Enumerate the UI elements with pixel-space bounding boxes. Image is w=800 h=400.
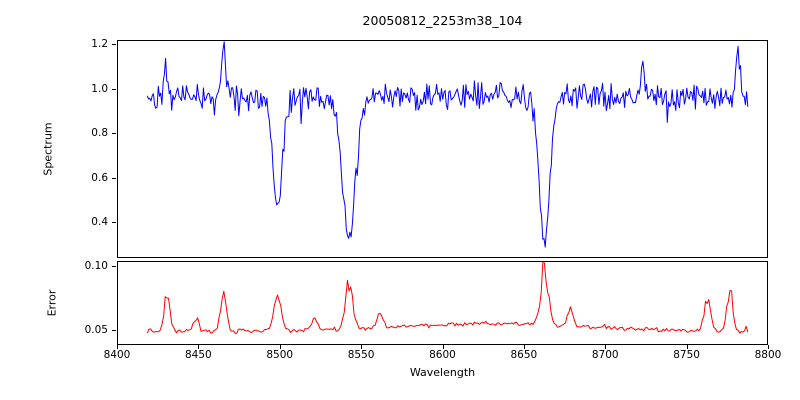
y-tick-label: 1.2 — [91, 38, 108, 51]
x-tick-label: 8400 — [103, 349, 131, 361]
x-tick-label: 8550 — [347, 349, 375, 361]
y-tick-mark — [112, 222, 116, 224]
error-line — [146, 262, 749, 334]
x-tick-mark — [686, 345, 688, 349]
x-tick-label: 8650 — [510, 349, 538, 361]
spectrum-panel — [117, 40, 768, 258]
y-tick-mark — [112, 44, 116, 46]
y-tick-label: 0.05 — [84, 324, 108, 337]
y-tick-label: 0.4 — [91, 216, 108, 229]
y-tick-label: 0.10 — [84, 260, 108, 273]
x-tick-mark — [198, 345, 200, 349]
x-tick-mark — [117, 345, 118, 349]
y-tick-mark — [112, 266, 116, 268]
x-tick-mark — [442, 345, 444, 349]
x-tick-mark — [361, 345, 363, 349]
x-tick-mark — [605, 345, 607, 349]
spectrum-line — [146, 41, 749, 248]
y-tick-mark — [112, 177, 116, 179]
x-tick-label: 8800 — [754, 349, 782, 361]
y-tick-mark — [112, 330, 116, 332]
error-panel — [117, 261, 768, 345]
y-tick-label: 1.0 — [91, 82, 108, 95]
y-tick-label: 0.6 — [91, 171, 108, 184]
x-tick-mark — [768, 345, 769, 349]
x-tick-mark — [523, 345, 525, 349]
x-tick-label: 8700 — [591, 349, 619, 361]
x-tick-mark — [279, 345, 281, 349]
x-tick-label: 8750 — [673, 349, 700, 361]
x-tick-label: 8600 — [429, 349, 456, 361]
y-tick-mark — [112, 88, 116, 90]
y-tick-mark — [112, 133, 116, 135]
error-axis-label: Error — [45, 289, 59, 317]
x-tick-label: 8500 — [266, 349, 294, 361]
x-tick-label: 8450 — [185, 349, 212, 361]
y-tick-label: 0.8 — [91, 127, 108, 140]
chart-title: 20050812_2253m38_104 — [362, 13, 523, 28]
x-axis-label: Wavelength — [409, 366, 476, 379]
